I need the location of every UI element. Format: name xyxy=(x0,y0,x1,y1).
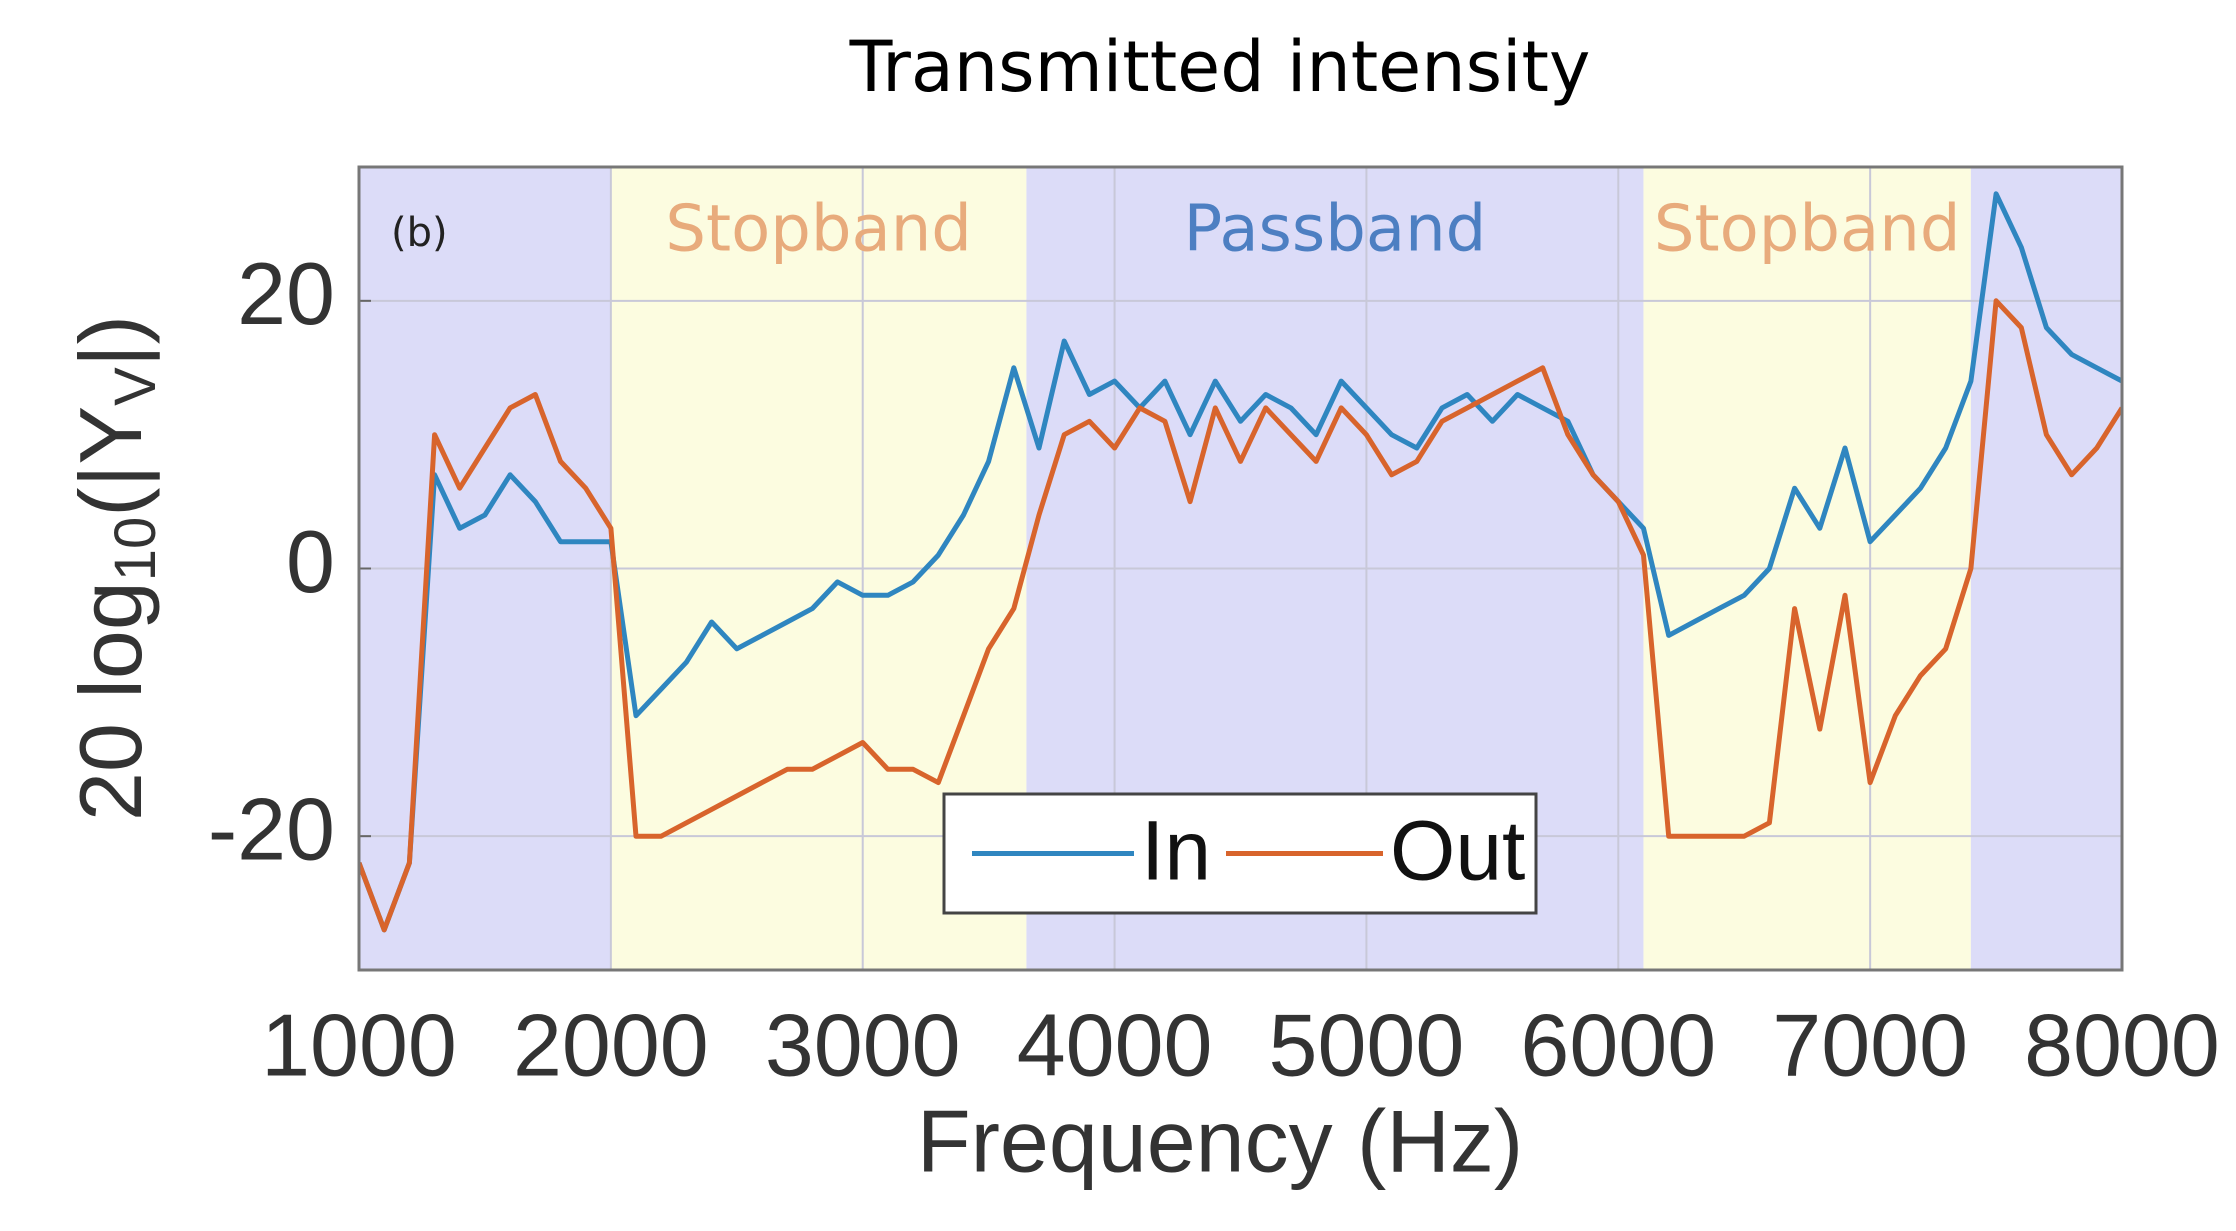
x-tick-label: 2000 xyxy=(513,995,709,1094)
band-label: Stopband xyxy=(665,193,972,267)
plot-frame xyxy=(357,165,2124,972)
y-label-part: (|Y xyxy=(61,406,160,517)
band-label: Stopband xyxy=(1654,193,1961,267)
y-tick-label: 0 xyxy=(286,512,335,611)
x-tick-label: 8000 xyxy=(2024,995,2220,1094)
y-tick-label: -20 xyxy=(208,779,335,878)
band-label: Passband xyxy=(1184,193,1487,267)
x-tick-label: 4000 xyxy=(1017,995,1213,1094)
y-axis-label: 20 log10(|YV|) xyxy=(61,315,168,821)
x-tick-label: 6000 xyxy=(1520,995,1716,1094)
x-tick-label: 3000 xyxy=(765,995,961,1094)
y-label-part: 20 log xyxy=(61,581,160,821)
y-label-part: |) xyxy=(61,315,160,367)
x-tick-label: 7000 xyxy=(1772,995,1968,1094)
series-line xyxy=(359,298,2122,933)
chart-title: Transmitted intensity xyxy=(849,26,1591,108)
x-tick-label: 1000 xyxy=(261,995,457,1094)
panel-label: (b) xyxy=(391,210,448,256)
x-tick-label: 5000 xyxy=(1269,995,1465,1094)
legend-text: Out xyxy=(1390,804,1525,898)
x-axis-label: Frequency (Hz) xyxy=(917,1091,1523,1190)
series-line xyxy=(359,191,2122,933)
y-label-sub: V xyxy=(103,367,168,406)
y-label-sub: 10 xyxy=(103,517,168,582)
y-tick-label: 20 xyxy=(237,244,335,343)
legend-text: In xyxy=(1141,804,1211,898)
